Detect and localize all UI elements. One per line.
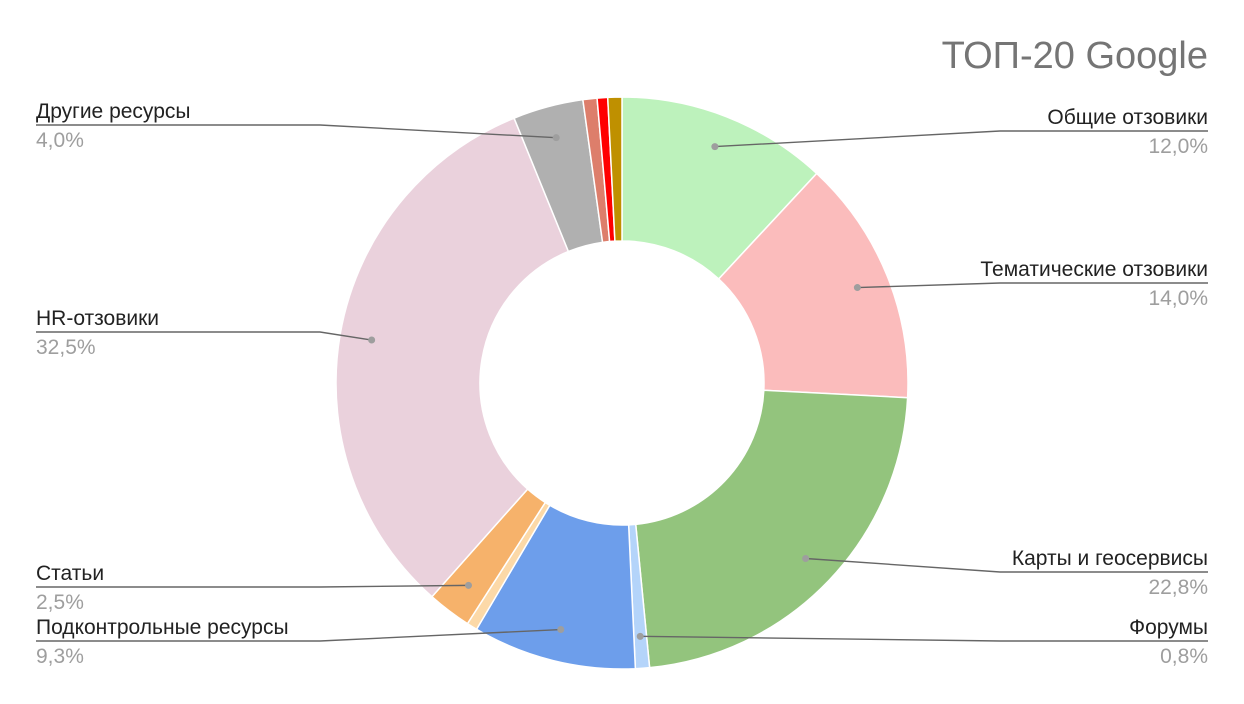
leader-dot-карты-и-геосервисы bbox=[802, 554, 810, 562]
slice-labels: Общие отзовики 12,0% Тематические отзовики… bbox=[36, 100, 1208, 668]
leader-line-тематические-отзовики bbox=[857, 282, 1208, 289]
chart-title: ТОП-20 Google bbox=[942, 35, 1208, 77]
label-value-форумы: 0,8% bbox=[1160, 645, 1208, 668]
label-name-общие-отзовики: Общие отзовики bbox=[1047, 106, 1208, 129]
leader-line-hr-отзовики bbox=[36, 331, 372, 341]
label-name-тематические-отзовики: Тематические отзовики bbox=[980, 258, 1208, 281]
slice-карты-и-геосервисы bbox=[634, 389, 909, 669]
label-value-тематические-отзовики: 14,0% bbox=[1148, 287, 1208, 310]
slice-тематические-отзовики bbox=[717, 172, 909, 399]
label-value-подконтрольные-ресурсы: 9,3% bbox=[36, 645, 84, 668]
leader-dot-тематические-отзовики bbox=[853, 284, 861, 292]
leader-dot-hr-отзовики bbox=[368, 336, 376, 344]
slice-общие-отзовики bbox=[621, 96, 818, 281]
leader-dot-статьи bbox=[465, 581, 473, 589]
label-value-общие-отзовики: 12,0% bbox=[1148, 135, 1208, 158]
leader-line-другие-ресурсы bbox=[36, 124, 557, 139]
label-name-форумы: Форумы bbox=[1129, 616, 1208, 639]
label-name-статьи: Статьи bbox=[36, 562, 104, 585]
label-name-другие-ресурсы: Другие ресурсы bbox=[36, 100, 190, 123]
leader-dot-форумы bbox=[636, 632, 644, 640]
label-name-hr-отзовики: HR-отзовики bbox=[36, 307, 159, 330]
leader-line-карты-и-геосервисы bbox=[805, 557, 1208, 573]
label-value-другие-ресурсы: 4,0% bbox=[36, 129, 84, 152]
leader-dot-общие-отзовики bbox=[711, 143, 719, 151]
leader-dot-другие-ресурсы bbox=[552, 134, 560, 142]
label-value-карты-и-геосервисы: 22,8% bbox=[1148, 576, 1208, 599]
donut-slices bbox=[335, 96, 909, 670]
label-name-карты-и-геосервисы: Карты и геосервисы bbox=[1012, 547, 1208, 570]
leader-line-общие-отзовики bbox=[714, 130, 1208, 148]
leader-line-статьи bbox=[36, 584, 469, 588]
label-value-hr-отзовики: 32,5% bbox=[36, 336, 96, 359]
leader-line-подконтрольные-ресурсы bbox=[36, 628, 561, 642]
slice-unlabeled-11 bbox=[606, 96, 623, 242]
slice-hr-отзовики bbox=[335, 117, 570, 598]
label-name-подконтрольные-ресурсы: Подконтрольные ресурсы bbox=[36, 616, 289, 639]
label-value-статьи: 2,5% bbox=[36, 591, 84, 614]
leader-dot-подконтрольные-ресурсы bbox=[557, 626, 565, 634]
leader-line-форумы bbox=[640, 635, 1208, 642]
